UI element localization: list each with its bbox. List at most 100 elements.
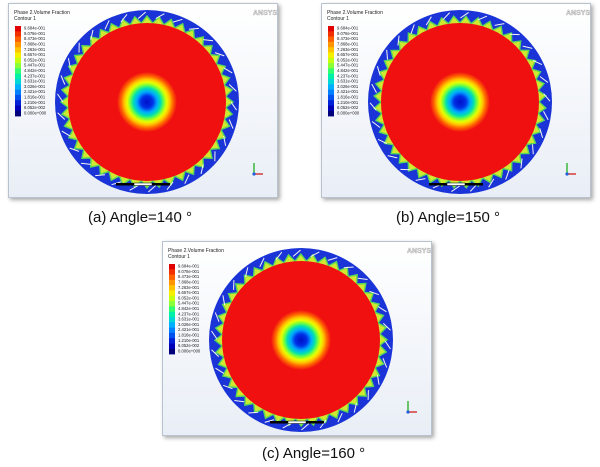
legend-value: 3.026e-001 [24, 84, 46, 89]
legend-swatch [169, 264, 175, 270]
legend-value: 1.210e-001 [24, 100, 46, 105]
velocity-arrow [369, 102, 377, 111]
velocity-arrow [172, 18, 183, 23]
legend-value: 7.868e-001 [337, 42, 359, 47]
legend-value: 3.631e-001 [337, 79, 359, 84]
velocity-arrow [477, 15, 488, 21]
legend-value: 7.263e-001 [178, 285, 200, 290]
legend-swatch [169, 295, 175, 302]
ansys-logo: ANSYS [407, 248, 431, 255]
legend-swatch [328, 31, 334, 37]
velocity-arrow [120, 13, 128, 23]
legend-value: 6.657e-001 [337, 52, 359, 57]
legend-swatch [169, 279, 175, 286]
scale-bar-black [116, 183, 134, 186]
legend-value: 7.263e-001 [337, 47, 359, 52]
velocity-arrow [386, 49, 388, 60]
legend-swatch [15, 73, 21, 80]
volume-fraction-core [430, 72, 490, 132]
contour-panel-b: Phase 2.Volume Fraction Contour 1 9.684e-0… [321, 3, 591, 198]
legend-value: 1.816e-001 [337, 95, 359, 100]
legend-value: 8.473e-001 [337, 36, 359, 41]
legend-swatch [15, 89, 21, 96]
legend-swatch [328, 47, 334, 53]
velocity-arrow [387, 155, 398, 159]
legend-value: 1.210e-001 [337, 100, 359, 105]
velocity-arrow [137, 11, 147, 19]
velocity-arrow [377, 138, 388, 145]
legend-swatch [328, 26, 334, 32]
velocity-arrow [214, 312, 220, 322]
caption-a: (a) Angle=140 ° [88, 209, 192, 226]
legend-swatch [328, 73, 334, 80]
legend-swatch [15, 110, 21, 117]
legend-swatch [169, 274, 175, 281]
scale-bar-black [152, 183, 170, 186]
velocity-arrow [90, 29, 94, 40]
legend-swatch [169, 322, 175, 328]
velocity-arrow [211, 330, 218, 340]
legend-swatch [328, 110, 334, 117]
legend-value: 9.684e-001 [337, 26, 359, 31]
legend-swatch [169, 285, 175, 291]
velocity-arrow [228, 119, 234, 129]
scale-bar-black [465, 183, 483, 186]
legend-value: 9.078e-001 [178, 269, 200, 274]
volume-fraction-core [271, 310, 331, 370]
scale-bar-black [306, 421, 324, 424]
legend-value: 5.447e-001 [337, 63, 359, 68]
velocity-arrow [214, 52, 225, 57]
velocity-arrow [357, 277, 368, 280]
legend-swatch [169, 343, 175, 350]
velocity-arrow [376, 374, 380, 385]
velocity-arrow [410, 24, 415, 34]
legend-title: Phase 2.Volume Fraction [327, 10, 383, 16]
legend-swatch [328, 84, 334, 90]
velocity-arrow [188, 27, 199, 30]
legend-swatch [328, 63, 334, 69]
velocity-arrow [543, 110, 549, 121]
velocity-arrow [343, 266, 354, 269]
legend-swatch [15, 57, 21, 64]
legend-swatch [169, 348, 175, 355]
velocity-arrow [451, 185, 460, 193]
velocity-arrow [155, 13, 165, 19]
velocity-arrow [104, 20, 110, 30]
legend-value: 6.052e-001 [178, 295, 200, 300]
legend-value: 2.421e-001 [178, 327, 200, 332]
legend-swatch [15, 41, 21, 48]
velocity-arrow [488, 178, 495, 188]
legend-subtitle: Contour 1 [327, 16, 349, 22]
caption-b: (b) Angle=150 ° [396, 209, 500, 226]
velocity-arrow [245, 267, 249, 278]
velocity-arrow [310, 251, 320, 258]
velocity-arrow [184, 174, 190, 184]
velocity-arrow [203, 39, 214, 42]
legend-swatch [15, 84, 21, 90]
velocity-arrow [353, 402, 357, 413]
legend-value: 1.816e-001 [178, 333, 200, 338]
legend-value: 1.210e-001 [178, 338, 200, 343]
legend-value: 4.237e-001 [337, 73, 359, 78]
velocity-arrow [228, 84, 237, 92]
legend-value: 3.026e-001 [337, 84, 359, 89]
legend-value: 1.816e-001 [24, 95, 46, 100]
velocity-arrow [319, 419, 327, 429]
velocity-arrow [532, 59, 543, 66]
legend-swatch [328, 68, 334, 74]
legend-swatch [15, 52, 21, 59]
z-axis-icon [252, 172, 256, 176]
legend-value: 9.078e-001 [337, 31, 359, 36]
contour-panel-a: Phase 2.Volume Fraction Contour 1 9.684e-0… [8, 3, 278, 198]
legend-swatch [328, 79, 334, 85]
legend-value: 8.473e-001 [178, 274, 200, 279]
legend-swatch [169, 327, 175, 334]
velocity-arrow [382, 358, 388, 368]
velocity-arrow [259, 257, 265, 268]
velocity-arrow [376, 66, 381, 76]
legend-swatch [15, 79, 21, 85]
velocity-arrow [223, 136, 227, 146]
velocity-arrow [494, 23, 505, 26]
